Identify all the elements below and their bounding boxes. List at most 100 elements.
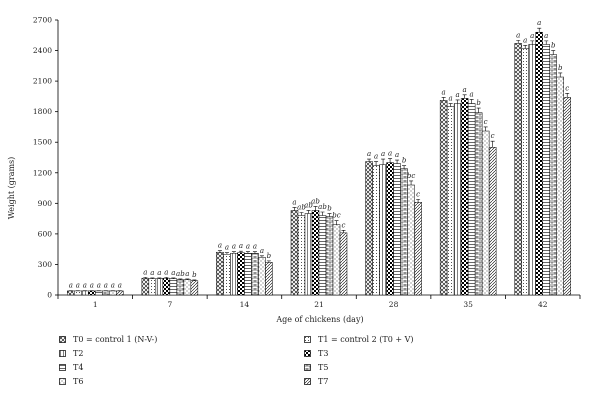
bar: [528, 44, 536, 296]
bar: [365, 161, 373, 296]
bar: [535, 31, 543, 296]
bar: [155, 278, 164, 296]
error-bar: [381, 158, 386, 165]
error-bar: [551, 50, 556, 55]
error-bar: [462, 94, 467, 99]
bar: [521, 48, 529, 296]
significance-letter: a: [374, 153, 378, 161]
bar: [325, 216, 334, 296]
significance-letter: a: [246, 243, 250, 251]
error-bar: [185, 278, 190, 280]
bar: [563, 97, 571, 296]
error-bar: [395, 159, 400, 164]
error-bar: [306, 210, 311, 214]
bar: [488, 147, 497, 296]
bar: [251, 252, 259, 296]
bar: [148, 278, 157, 296]
error-bar: [143, 277, 148, 279]
significance-letter: a: [118, 282, 122, 290]
bar: [372, 165, 380, 296]
significance-letter: a: [470, 90, 474, 98]
bar: [414, 202, 422, 296]
error-bar: [469, 99, 474, 104]
bar: [237, 252, 245, 296]
significance-letter: ab: [297, 204, 306, 212]
significance-letter: a: [456, 91, 460, 99]
bar: [162, 277, 171, 296]
significance-letter: a: [516, 31, 520, 39]
significance-letter: ab: [304, 201, 313, 209]
significance-letter: a: [544, 32, 548, 40]
significance-letter: a: [150, 269, 154, 277]
error-bar: [516, 40, 521, 44]
significance-letter: a: [530, 32, 534, 40]
significance-letter: b: [402, 157, 407, 165]
error-bar: [402, 165, 407, 169]
significance-letter: a: [367, 150, 371, 158]
error-bar: [231, 251, 236, 254]
significance-letter: a: [69, 282, 73, 290]
error-bar: [416, 198, 421, 203]
significance-letter: a: [76, 282, 80, 290]
bar: [141, 277, 150, 296]
significance-letter: a: [97, 282, 101, 290]
significance-letter: a: [381, 150, 385, 158]
bar: [467, 103, 476, 296]
error-bar: [238, 250, 243, 253]
significance-letter: b: [327, 205, 332, 213]
error-bar: [455, 99, 460, 104]
significance-letter: c: [416, 190, 420, 198]
bar: [393, 163, 401, 296]
significance-letter: a: [104, 282, 108, 290]
significance-letter: ab: [311, 197, 320, 205]
error-bar: [448, 103, 453, 107]
bar: [400, 168, 408, 296]
bar: [109, 290, 117, 296]
y-tick-label: 300: [38, 260, 53, 269]
significance-letter: b: [476, 99, 481, 107]
bar: [474, 112, 483, 296]
bar: [67, 290, 75, 296]
error-bar: [341, 230, 346, 233]
bar: [453, 103, 462, 296]
y-tick-label: 1800: [33, 107, 52, 116]
significance-letter: c: [342, 221, 346, 229]
significance-letter: c: [565, 84, 569, 92]
error-bar: [530, 40, 535, 45]
bar: [386, 162, 394, 296]
error-bar: [266, 260, 271, 263]
bar: [304, 213, 313, 296]
x-tick-label: 1: [93, 300, 98, 309]
significance-letter: a: [232, 243, 236, 251]
significance-letter: b: [192, 271, 197, 279]
significance-letter: a: [157, 269, 161, 277]
error-bar: [441, 97, 446, 101]
bar: [176, 279, 185, 296]
error-bar: [299, 212, 304, 216]
bar: [556, 76, 564, 296]
error-bar: [409, 180, 414, 185]
bar: [230, 252, 238, 296]
bar: [169, 278, 178, 296]
bar: [190, 280, 199, 296]
bar: [265, 262, 273, 296]
error-bar: [150, 277, 155, 279]
error-bar: [374, 161, 379, 166]
error-bar: [164, 277, 169, 279]
significance-letter: a: [523, 36, 527, 44]
error-bar: [259, 255, 264, 258]
bar: [116, 290, 124, 296]
error-bar: [178, 278, 183, 280]
significance-letter: b: [551, 42, 556, 50]
error-bar: [217, 250, 222, 253]
significance-letter: a: [143, 268, 147, 276]
significance-letter: bc: [407, 172, 415, 180]
significance-letter: a: [239, 242, 243, 250]
error-bar: [476, 107, 481, 113]
error-bar: [367, 158, 372, 162]
bar: [514, 43, 522, 296]
bar: [216, 251, 224, 296]
significance-letter: b: [558, 64, 563, 72]
